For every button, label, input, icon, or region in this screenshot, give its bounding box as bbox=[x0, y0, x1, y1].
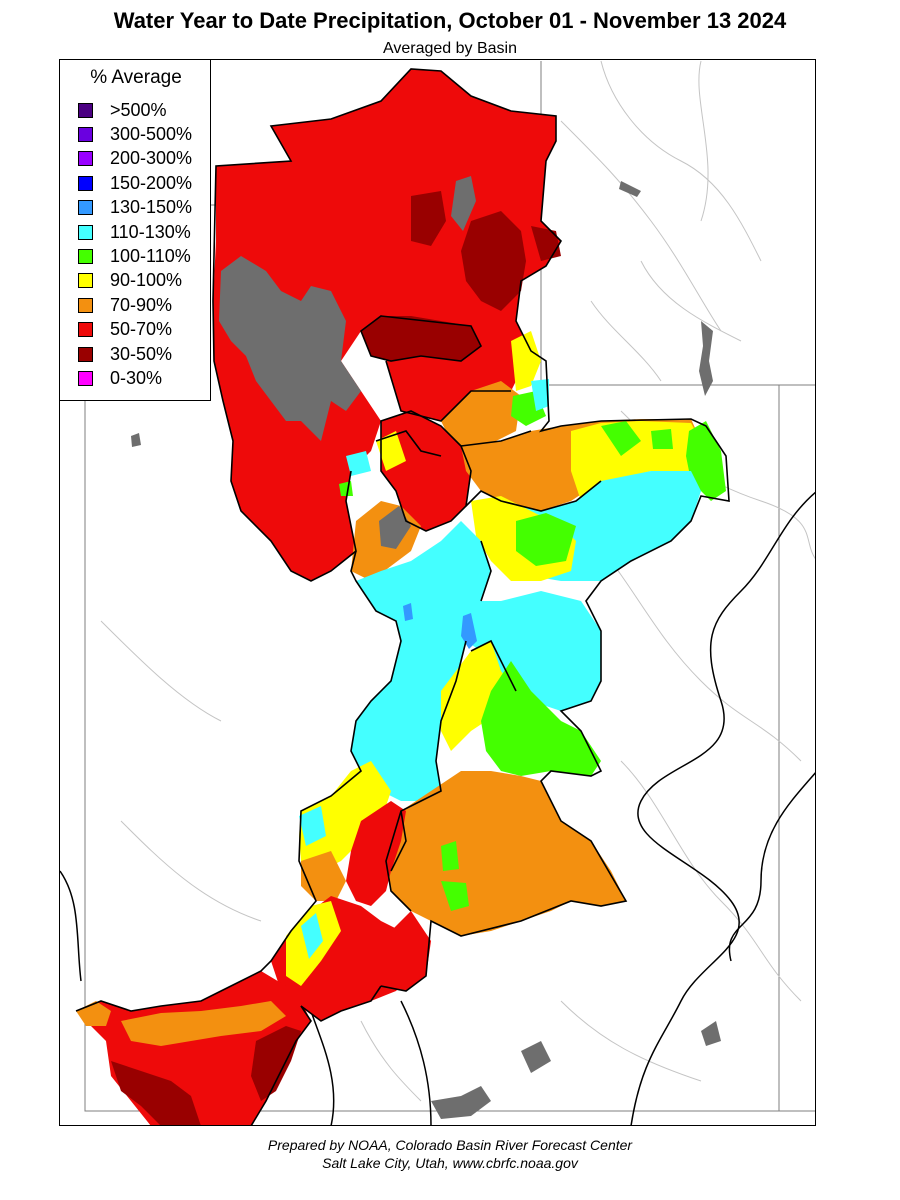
legend-swatch bbox=[78, 273, 93, 289]
legend-swatch bbox=[78, 322, 93, 338]
legend-list: >500% 300-500% 200-300% 150-200% 130-150% 110… bbox=[78, 98, 192, 391]
basin-green-south bbox=[481, 661, 601, 776]
basin-cyan-north bbox=[531, 379, 549, 411]
legend-label: 70-90% bbox=[110, 294, 173, 315]
legend-label: 50-70% bbox=[110, 319, 173, 340]
basin-orange-north bbox=[441, 381, 521, 451]
map-frame bbox=[59, 59, 816, 1126]
basin-green-south-patch bbox=[441, 841, 459, 871]
basin-central-red bbox=[381, 411, 471, 531]
basin-cyan-southwest bbox=[299, 806, 326, 846]
lake-utah bbox=[379, 506, 411, 549]
basin-orange-southwest bbox=[301, 851, 346, 901]
basin-green-central bbox=[516, 513, 576, 566]
legend-swatch bbox=[78, 346, 93, 362]
legend-label: 200-300% bbox=[110, 148, 193, 169]
legend-swatch bbox=[78, 102, 93, 118]
legend-label: 100-110% bbox=[110, 246, 191, 267]
basin-dark-red-1 bbox=[461, 211, 526, 311]
legend-label: 30-50% bbox=[110, 343, 173, 364]
legend: % Average >500% 300-500% 200-300% 150-200% 1… bbox=[59, 59, 211, 401]
legend-item: 110-130% bbox=[78, 220, 192, 244]
basin-outlines bbox=[75, 68, 730, 1125]
lake-small bbox=[451, 176, 476, 231]
basin-yellow-southwest bbox=[299, 761, 391, 871]
legend-title: % Average bbox=[90, 67, 182, 88]
legend-swatch bbox=[78, 200, 93, 216]
river-lines bbox=[100, 60, 815, 1102]
lake-large bbox=[219, 256, 361, 441]
legend-label: 0-30% bbox=[110, 367, 163, 388]
legend-label: 110-130% bbox=[110, 221, 191, 242]
legend-item: >500% bbox=[78, 98, 192, 122]
legend-label: 90-100% bbox=[110, 270, 183, 291]
footer: Prepared by NOAA, Colorado Basin River F… bbox=[0, 1136, 900, 1172]
legend-item: 130-150% bbox=[78, 196, 192, 220]
legend-label: 300-500% bbox=[110, 124, 193, 145]
basin-red-lower-east bbox=[381, 911, 431, 991]
legend-swatch bbox=[78, 249, 93, 265]
basin-yellow-north bbox=[511, 331, 541, 391]
legend-swatch bbox=[78, 370, 93, 386]
legend-item: 0-30% bbox=[78, 366, 192, 390]
basin-dark-red-south-1 bbox=[251, 1026, 301, 1101]
outer-boundaries bbox=[60, 491, 815, 1125]
basin-central-yellow bbox=[376, 431, 406, 471]
basin-map bbox=[60, 60, 815, 1125]
basin-cyan-lower bbox=[301, 913, 323, 959]
legend-label: 150-200% bbox=[110, 172, 193, 193]
basin-orange-south-band bbox=[121, 1001, 286, 1046]
footer-credit: Prepared by NOAA, Colorado Basin River F… bbox=[267, 1137, 633, 1153]
basin-cyan-south bbox=[351, 521, 601, 801]
legend-item: 90-100% bbox=[78, 269, 192, 293]
legend-swatch bbox=[78, 175, 93, 191]
basin-blue-2 bbox=[403, 603, 413, 621]
basin-blue-1 bbox=[461, 613, 477, 649]
legend-item: 70-90% bbox=[78, 293, 192, 317]
basin-red-southwest bbox=[346, 801, 406, 906]
legend-swatch bbox=[78, 127, 93, 143]
basin-green-mid-east bbox=[651, 429, 673, 449]
reservoirs bbox=[131, 181, 721, 1119]
legend-swatch bbox=[78, 297, 93, 313]
legend-item: 300-500% bbox=[78, 122, 192, 146]
legend-swatch bbox=[78, 151, 93, 167]
basin-green-south-patch-2 bbox=[441, 881, 469, 911]
map-subtitle: Averaged by Basin bbox=[382, 40, 517, 57]
legend-label: >500% bbox=[110, 99, 167, 120]
legend-item: 50-70% bbox=[78, 318, 192, 342]
basin-green-east bbox=[601, 421, 641, 456]
footer-address: Salt Lake City, Utah, www.cbrfc.noaa.gov bbox=[322, 1155, 578, 1171]
legend-label: 130-150% bbox=[110, 197, 193, 218]
legend-item: 200-300% bbox=[78, 147, 192, 171]
map-title: Water Year to Date Precipitation, Octobe… bbox=[113, 8, 787, 33]
basin-dark-red-2 bbox=[361, 316, 481, 361]
basin-dark-red-3 bbox=[411, 191, 446, 246]
legend-item: 30-50% bbox=[78, 342, 192, 366]
legend-item: 100-110% bbox=[78, 244, 192, 268]
basin-cyan-west-patch bbox=[346, 451, 371, 476]
legend-swatch bbox=[78, 224, 93, 240]
legend-item: 150-200% bbox=[78, 171, 192, 195]
basin-dark-red-south-2 bbox=[111, 1061, 201, 1125]
